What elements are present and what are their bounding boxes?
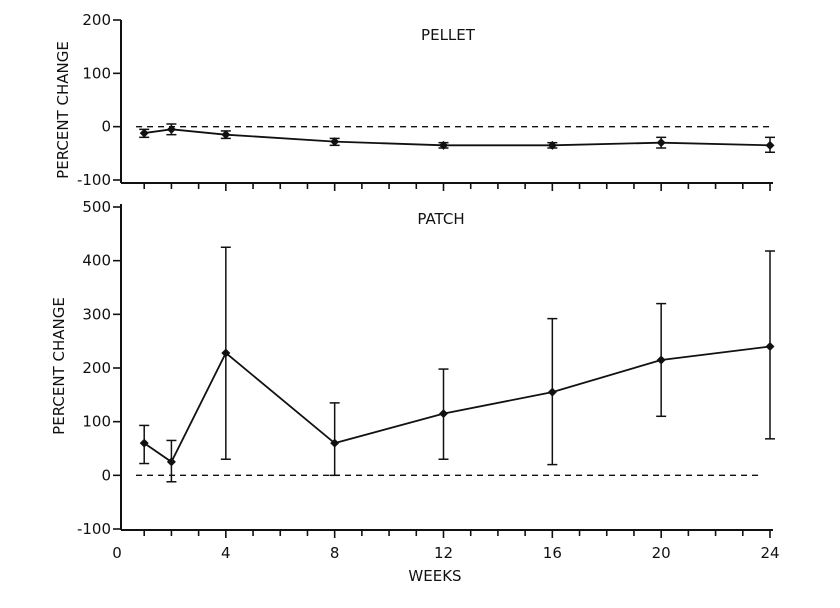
pellet-data-point (439, 140, 448, 150)
pellet-data-point (547, 140, 557, 150)
pellet-title: PELLET (421, 26, 476, 44)
pellet-ticks: -100 0 100 200 (77, 11, 771, 191)
patch-data-point (547, 387, 557, 397)
patch-error-bars (139, 246, 775, 483)
pellet-points (139, 124, 775, 150)
pellet-y-axis-label: PERCENT CHANGE (54, 41, 72, 179)
pellet-y-tick-label: 100 (82, 64, 111, 82)
patch-points (139, 342, 775, 467)
patch-series-line (143, 345, 771, 464)
pellet-data-point (221, 130, 231, 140)
patch-y-tick-label: 100 (82, 413, 111, 431)
pellet-data-point (166, 124, 176, 134)
patch-data-point (765, 342, 775, 352)
patch-data-point (330, 438, 340, 448)
patch-data-point (166, 457, 176, 467)
patch-x-tick-label: 0 (112, 544, 122, 562)
patch-data-point (656, 355, 666, 365)
patch-title: PATCH (417, 210, 464, 228)
patch-y-axis-label: PERCENT CHANGE (50, 297, 68, 435)
patch-x-tick-label: 20 (652, 544, 671, 562)
pellet-y-tick-label: -100 (77, 171, 111, 189)
patch-x-tick-label: 4 (221, 544, 231, 562)
patch-data-point (221, 348, 231, 358)
patch-data-point (439, 409, 448, 419)
pellet-data-point (330, 137, 340, 147)
patch-y-tick-label: -100 (77, 520, 111, 538)
pellet-error-bars (139, 123, 775, 154)
patch-data-point (139, 438, 149, 448)
pellet-series (144, 128, 771, 147)
pellet-data-point (139, 128, 149, 138)
patch-x-tick-label: 24 (760, 544, 779, 562)
patch-x-tick-label: 16 (543, 544, 562, 562)
pellet-y-tick-label: 200 (82, 11, 111, 29)
patch-y-tick-label: 500 (82, 198, 111, 216)
pellet-y-tick-label: 0 (101, 118, 111, 136)
patch-y-tick-label: 0 (101, 466, 111, 484)
patch-x-axis-label: WEEKS (408, 567, 461, 585)
patch-y-tick-label: 200 (82, 359, 111, 377)
patch-panel: PATCH PERCENT CHANGE -100010020030040050… (50, 198, 780, 585)
patch-y-tick-label: 300 (82, 305, 111, 323)
patch-series (143, 345, 771, 464)
pellet-panel: PELLET PERCENT CHANGE -100 0 100 200 (54, 11, 775, 191)
pellet-data-point (656, 138, 666, 148)
patch-x-tick-label: 12 (434, 544, 453, 562)
pellet-data-point (765, 140, 775, 150)
patch-x-tick-label: 8 (330, 544, 340, 562)
patch-y-tick-label: 400 (82, 252, 111, 270)
pellet-series-line (144, 128, 771, 147)
